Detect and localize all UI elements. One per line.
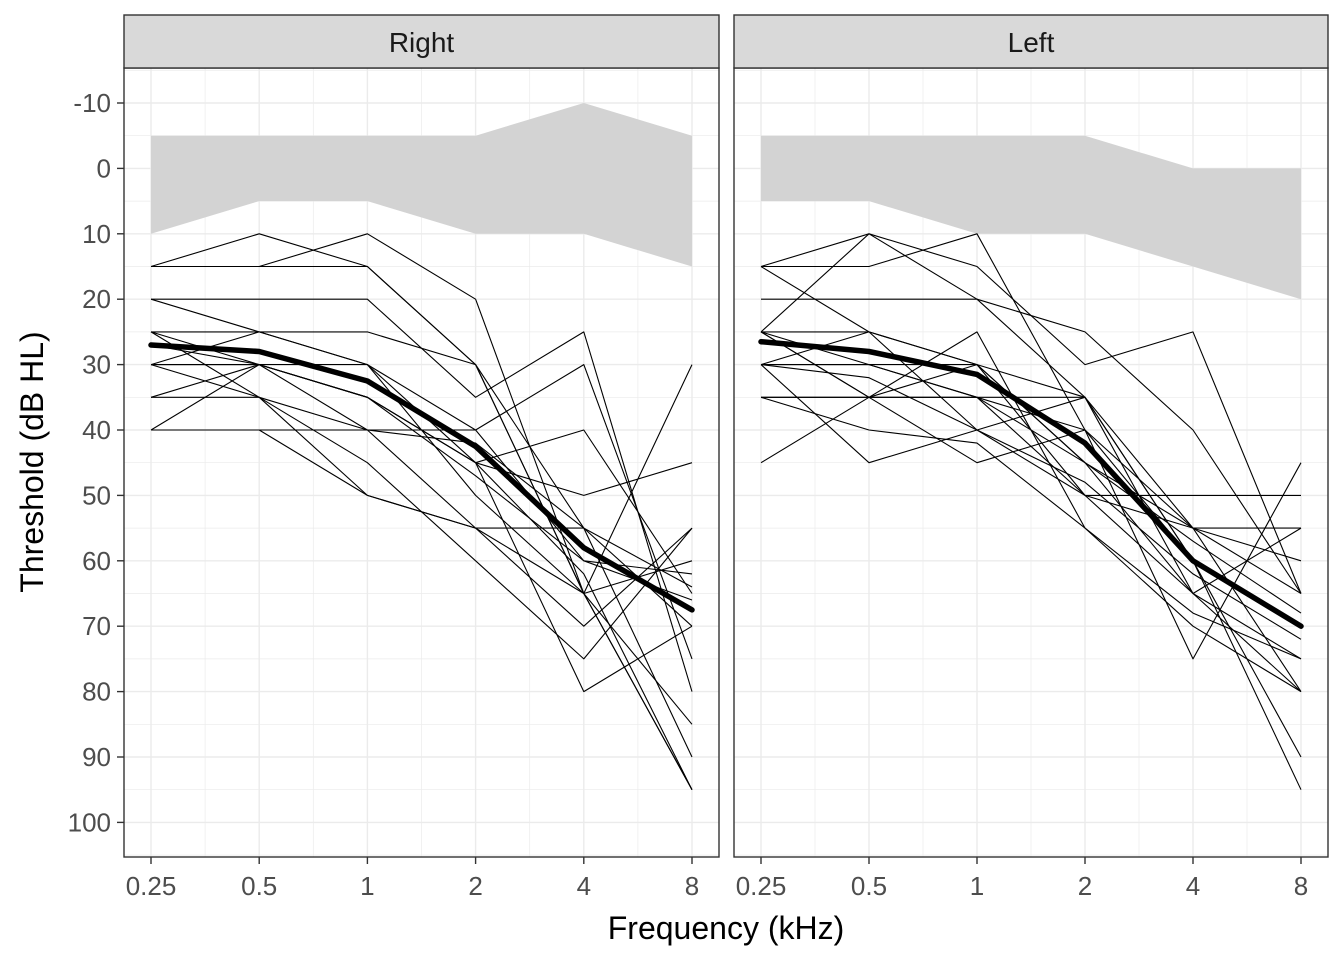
strip-right-label: Right: [389, 27, 455, 58]
panel-right-mean-line-group: [148, 342, 695, 613]
x-tick-label: 4: [1186, 871, 1200, 901]
y-tick-label: 100: [68, 807, 111, 837]
y-tick-label: 90: [82, 742, 111, 772]
x-tick-label: 4: [577, 871, 591, 901]
individual-line: [760, 396, 1302, 660]
individual-line: [150, 331, 693, 575]
x-tick-label: 0.5: [851, 871, 887, 901]
mean-line: [758, 338, 1304, 629]
individual-line: [760, 233, 1302, 594]
x-tick-label: 1: [970, 871, 984, 901]
individual-line: [760, 331, 1302, 758]
individual-line: [760, 331, 1302, 614]
y-axis: -10 0 10 20 30 40 50 60 70 80 90 100: [68, 88, 124, 837]
y-tick-label: 60: [82, 546, 111, 576]
panel-right: Right 0.25 0.5 1 2 4 8: [123, 14, 720, 901]
y-tick-label: 40: [82, 415, 111, 445]
x-tick-label: 0.5: [241, 871, 277, 901]
panel-right-x-ticks: 0.25 0.5 1 2 4 8: [126, 857, 699, 901]
individual-line: [150, 344, 693, 601]
strip-right: [123, 14, 720, 69]
y-tick-label: 50: [82, 480, 111, 510]
x-tick-label: 1: [360, 871, 374, 901]
normal-range-band: [151, 103, 692, 267]
x-tick-label: 2: [468, 871, 482, 901]
individual-line: [760, 266, 1302, 790]
y-tick-label: 10: [82, 219, 111, 249]
normal-range-band: [761, 135, 1301, 300]
panel-right-individual-lines: [150, 233, 693, 790]
y-tick-label: 30: [82, 350, 111, 380]
individual-line: [760, 331, 1302, 693]
individual-line: [151, 331, 693, 627]
strip-left-label: Left: [1008, 27, 1055, 58]
individual-line: [151, 265, 693, 725]
x-tick-label: 0.25: [126, 871, 177, 901]
y-tick-label: -10: [73, 88, 111, 118]
individual-line: [760, 233, 1302, 692]
individual-line: [761, 233, 1302, 660]
panel-left: Left 0.25 0.5 1 2 4 8: [733, 14, 1329, 901]
panel-left-mean-line-group: [758, 338, 1304, 629]
x-axis-title: Frequency (kHz): [608, 910, 845, 946]
x-tick-label: 8: [685, 871, 699, 901]
x-tick-label: 8: [1294, 871, 1308, 901]
strip-left: [733, 14, 1329, 69]
individual-line: [150, 364, 693, 758]
panel-left-normal-range: [761, 135, 1301, 300]
y-tick-label: 0: [97, 153, 111, 183]
panel-right-normal-range: [151, 103, 692, 267]
y-tick-label: 80: [82, 677, 111, 707]
panel-left-individual-lines: [760, 233, 1302, 790]
mean-line: [148, 342, 695, 613]
individual-line: [760, 364, 1302, 640]
y-axis-title: Threshold (dB HL): [14, 331, 50, 592]
individual-line: [760, 331, 1302, 693]
individual-line: [150, 298, 693, 660]
x-tick-label: 2: [1078, 871, 1092, 901]
x-tick-label: 0.25: [736, 871, 787, 901]
y-tick-label: 20: [82, 284, 111, 314]
panel-left-x-ticks: 0.25 0.5 1 2 4 8: [736, 857, 1308, 901]
y-tick-label: 70: [82, 611, 111, 641]
